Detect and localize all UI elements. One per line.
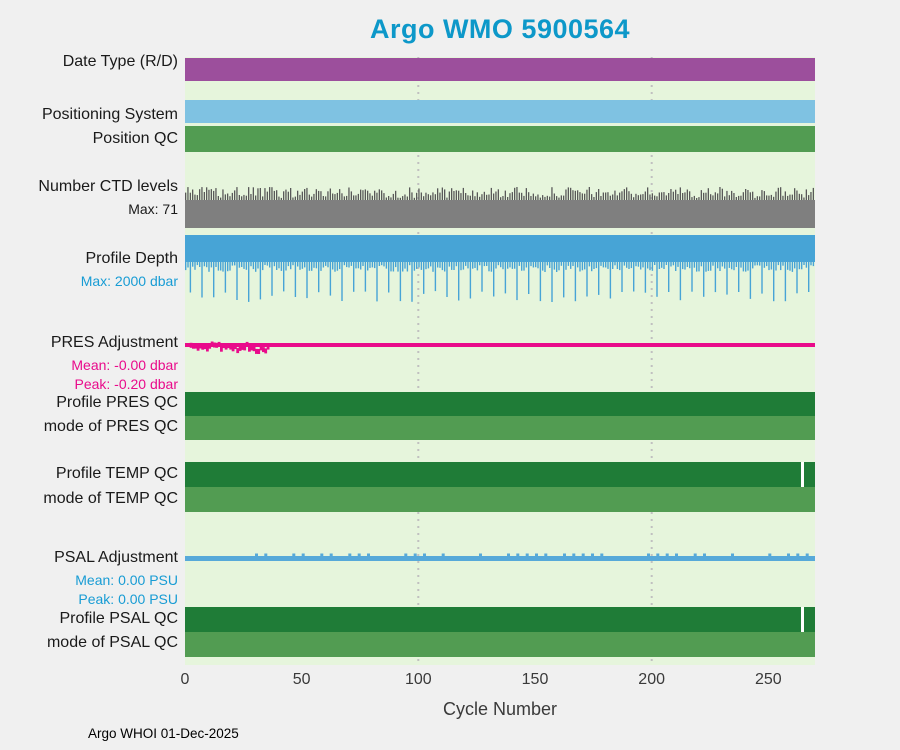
row-label-text: Position QC [92, 130, 178, 147]
chart-title: Argo WMO 5900564 [369, 14, 631, 44]
x-tick-label: 50 [292, 671, 311, 688]
row-label-text: Profile PRES QC [56, 394, 178, 411]
row-label-profile-psal-qc: Profile PSAL QC [59, 609, 178, 629]
footer-text: Argo WHOI 01-Dec-2025 [88, 726, 239, 741]
row-label-text: mode of PRES QC [43, 418, 178, 435]
row-mode-psal-qc [185, 632, 815, 657]
row-label-profile-depth: Profile Depth Max: 2000 dbar [81, 249, 178, 290]
row-label-mode-psal-qc: mode of PSAL QC [47, 633, 178, 653]
row-profile-temp-qc [185, 462, 815, 487]
row-sublabel-text: Max: 2000 dbar [80, 273, 178, 289]
row-sublabel-text: Peak: 0.00 PSU [78, 591, 178, 607]
row-sublabel-text: Mean: -0.00 dbar [71, 357, 178, 373]
row-sublabel-text: Peak: -0.20 dbar [74, 376, 178, 392]
row-label-text: PRES Adjustment [50, 334, 178, 351]
row-label-profile-pres-qc: Profile PRES QC [56, 393, 178, 413]
row-label-text: Profile PSAL QC [59, 610, 178, 627]
row-sublabel-text: Mean: 0.00 PSU [75, 572, 178, 588]
row-label-pres-adjustment: PRES Adjustment Mean: -0.00 dbar Peak: -0.… [51, 333, 178, 393]
row-label-mode-pres-qc: mode of PRES QC [44, 417, 178, 437]
row-label-positioning-system: Positioning System [42, 105, 178, 125]
x-tick-label: 250 [754, 671, 782, 688]
row-label-mode-temp-qc: mode of TEMP QC [43, 489, 178, 509]
row-pres-adjustment [185, 341, 815, 354]
plot-canvas [185, 57, 815, 665]
x-tick-label: 0 [180, 671, 190, 688]
row-date-type [185, 58, 815, 81]
row-positioning-system [185, 100, 815, 123]
row-mode-pres-qc [185, 416, 815, 440]
row-label-profile-temp-qc: Profile TEMP QC [56, 464, 178, 484]
row-label-psal-adjustment: PSAL Adjustment Mean: 0.00 PSU Peak: 0.00 … [54, 548, 178, 608]
row-label-text: PSAL Adjustment [54, 549, 178, 566]
row-label-text: mode of TEMP QC [43, 490, 178, 507]
row-label-text: Profile TEMP QC [55, 465, 178, 482]
row-mode-temp-qc [185, 487, 815, 512]
x-tick-label: 200 [638, 671, 665, 688]
row-sublabel-text: Max: 71 [128, 201, 178, 217]
row-position-qc [185, 126, 815, 152]
row-label-date-type: Date Type (R/D) [63, 52, 178, 72]
row-label-ctd-levels: Number CTD levels Max: 71 [38, 177, 178, 218]
row-label-text: Number CTD levels [38, 178, 178, 195]
row-profile-pres-qc [185, 392, 815, 416]
row-ctd-levels [185, 187, 815, 228]
row-label-position-qc: Position QC [93, 129, 178, 149]
row-label-text: Positioning System [41, 106, 178, 123]
row-label-text: Profile Depth [85, 250, 179, 267]
row-label-text: Date Type (R/D) [62, 53, 178, 70]
row-profile-depth [185, 235, 815, 302]
x-axis-label: Cycle Number [442, 699, 558, 719]
row-profile-psal-qc [185, 607, 815, 632]
x-tick-label: 150 [521, 671, 549, 688]
plot-area [185, 57, 815, 665]
x-tick-label: 100 [404, 671, 432, 688]
row-label-text: mode of PSAL QC [46, 634, 178, 651]
row-psal-adjustment [185, 553, 815, 561]
